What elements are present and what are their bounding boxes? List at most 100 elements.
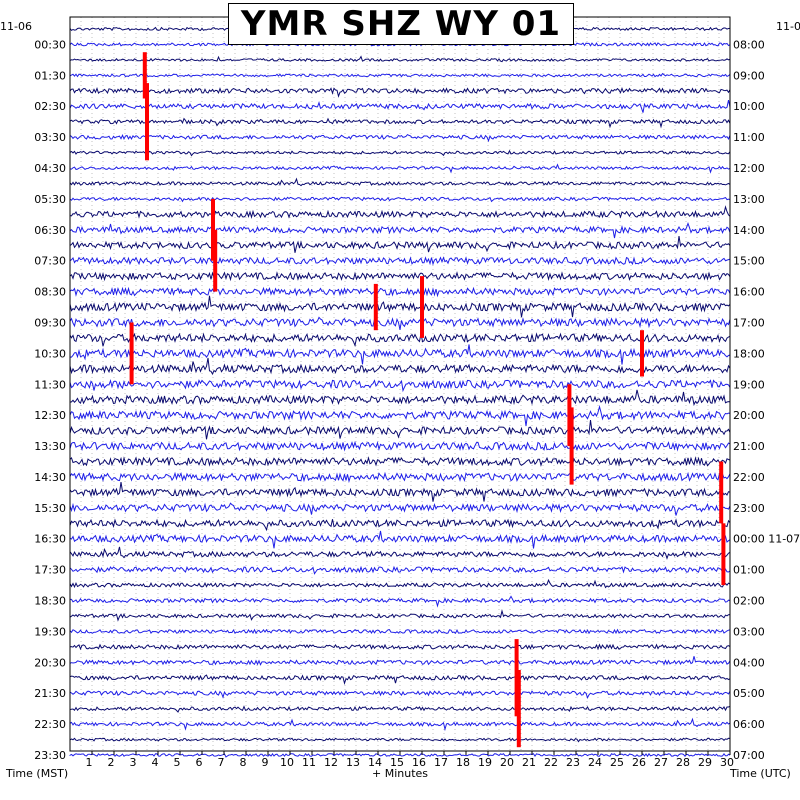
trace-line [69, 471, 731, 484]
left-time-label: 09:30 [34, 316, 66, 329]
x-tick-label: 14 [368, 756, 382, 769]
trace-line [69, 316, 731, 330]
clipped-event-mark [719, 461, 724, 524]
trace-line [69, 609, 731, 622]
trace-line [69, 117, 731, 129]
x-tick-label: 13 [346, 756, 360, 769]
left-date-label: 11-06 [0, 20, 32, 33]
right-time-label: 11:00 [733, 131, 765, 144]
chart-title: YMR SHZ WY 01 [240, 4, 562, 44]
right-time-label: 19:00 [733, 378, 765, 391]
trace-line [69, 420, 731, 440]
left-time-label: 10:30 [34, 347, 66, 360]
right-time-label: 00:00 11-07 [733, 533, 800, 546]
x-tick-label: 23 [566, 756, 580, 769]
left-time-label: 15:30 [34, 502, 66, 515]
right-time-label: 16:00 [733, 286, 765, 299]
trace-line [69, 295, 731, 318]
clipped-event-mark [145, 83, 149, 161]
trace-line [69, 286, 731, 298]
right-date-label: 11-0 [776, 20, 800, 33]
trace-line [69, 236, 731, 253]
trace-line [69, 565, 731, 575]
x-tick-label: 20 [500, 756, 514, 769]
right-time-label: 14:00 [733, 224, 765, 237]
left-time-label: 21:30 [34, 687, 66, 700]
trace-line [69, 378, 731, 393]
right-time-label: 05:00 [733, 687, 765, 700]
clipped-event-mark [213, 229, 218, 292]
x-tick-label: 22 [544, 756, 558, 769]
clipped-event-mark [569, 407, 574, 485]
x-tick-label: 1 [86, 756, 93, 769]
clipped-event-mark [516, 670, 521, 748]
clipped-event-mark [129, 322, 134, 385]
x-tick-label: 11 [302, 756, 316, 769]
left-time-label: 03:30 [34, 131, 66, 144]
clipped-event-mark [420, 276, 424, 338]
left-time-label: 04:30 [34, 162, 66, 175]
left-time-label: 06:30 [34, 224, 66, 237]
left-time-label: 22:30 [34, 718, 66, 731]
trace-line [69, 133, 731, 143]
left-time-label: 08:30 [34, 286, 66, 299]
x-tick-label: 16 [412, 756, 426, 769]
right-time-label: 06:00 [733, 718, 765, 731]
right-time-label: 10:00 [733, 100, 765, 113]
trace-line [69, 177, 731, 187]
title-box: YMR SHZ WY 01 [228, 3, 574, 45]
left-time-label: 11:30 [34, 378, 66, 391]
left-time-label: 02:30 [34, 100, 66, 113]
clipped-event-mark [567, 384, 572, 447]
clipped-event-mark [721, 523, 726, 586]
left-time-label: 14:30 [34, 471, 66, 484]
x-tick-label: 28 [676, 756, 690, 769]
trace-line [69, 578, 731, 589]
left-time-label: 19:30 [34, 625, 66, 638]
x-tick-label: 10 [280, 756, 294, 769]
x-tick-label: 25 [610, 756, 624, 769]
x-tick-label: 9 [262, 756, 269, 769]
trace-line [69, 502, 731, 516]
x-tick-label: 2 [108, 756, 115, 769]
x-tick-label: 21 [522, 756, 536, 769]
axis-labels: 00:30 01:30 02:30 03:30 04:30 05:30 06:30 07:30… [0, 20, 800, 780]
trace-line [69, 643, 731, 651]
trace-line [69, 595, 731, 608]
trace-line [69, 628, 731, 635]
right-time-label: 12:00 [733, 162, 765, 175]
right-time-label: 20:00 [733, 409, 765, 422]
trace-line [69, 86, 731, 98]
right-time-label: 08:00 [733, 38, 765, 51]
trace-line [69, 205, 731, 219]
right-time-label: 01:00 [733, 564, 765, 577]
clipped-event-mark [640, 330, 644, 377]
left-time-label: 05:30 [34, 193, 66, 206]
right-axis-title: Time (UTC) [729, 767, 791, 780]
x-tick-label: 5 [174, 756, 181, 769]
trace-line [69, 518, 731, 532]
trace-line [69, 705, 731, 713]
right-time-label: 03:00 [733, 625, 765, 638]
right-time-label: 13:00 [733, 193, 765, 206]
x-tick-label: 17 [434, 756, 448, 769]
left-time-label: 00:30 [34, 38, 66, 51]
trace-line [69, 530, 731, 549]
clipped-event-mark [373, 283, 378, 331]
right-time-label: 07:00 [733, 749, 765, 762]
right-time-label: 02:00 [733, 595, 765, 608]
trace-line [69, 163, 731, 174]
left-time-label: 18:30 [34, 595, 66, 608]
left-time-label: 13:30 [34, 440, 66, 453]
clipped-event-mark [514, 639, 519, 717]
trace-line [69, 456, 731, 467]
left-time-label: 17:30 [34, 564, 66, 577]
trace-line [69, 99, 731, 113]
x-tick-label: 30 [720, 756, 734, 769]
x-tick-label: 19 [478, 756, 492, 769]
trace-line [69, 332, 731, 348]
trace-line [69, 674, 731, 685]
seismic-traces [69, 26, 731, 758]
left-time-label: 12:30 [34, 409, 66, 422]
